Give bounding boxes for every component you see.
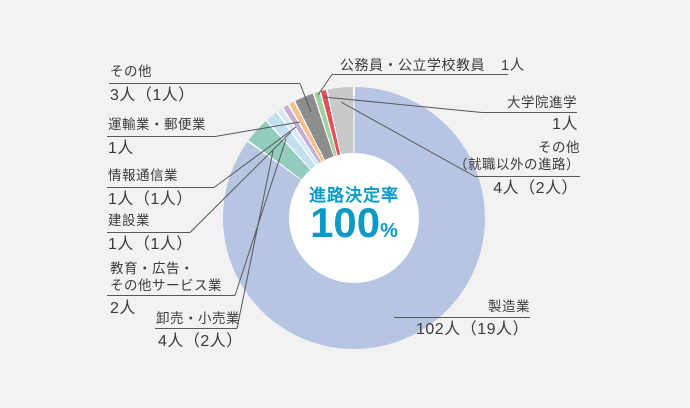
label-construction-name: 建設業 — [108, 213, 150, 228]
label-education-services-name: 教育・広告・ その他サービス業 — [110, 261, 222, 294]
center-value-unit: % — [380, 220, 398, 242]
label-manufacturing-name: 製造業 — [488, 299, 530, 314]
center-value: 100% — [289, 199, 419, 247]
donut-center-hole: 進路決定率 100% — [289, 153, 419, 283]
label-wholesale-retail-name: 卸売・小売業 — [156, 311, 240, 326]
label-information-telecom-name: 情報通信業 — [108, 168, 178, 183]
label-public-servant-count: 1人 — [501, 58, 525, 74]
label-manufacturing-count: 102人（19人） — [416, 321, 529, 338]
label-transport-postal-count: 1人 — [108, 140, 134, 157]
center-label: 進路決定率 — [309, 186, 399, 205]
label-wholesale-retail-count: 4人（2人） — [158, 333, 243, 350]
label-graduate-school-count: 1人 — [552, 116, 578, 133]
label-other-non-employment-name: その他 （就職以外の進路） — [454, 140, 580, 173]
label-education-services-name-line1: 教育・広告・ — [110, 261, 194, 276]
center-value-number: 100 — [310, 199, 381, 246]
label-information-telecom-count: 1人（1人） — [108, 191, 193, 208]
label-graduate-school-name: 大学院進学 — [507, 95, 577, 110]
label-other-non-employment-name-line1: その他 — [538, 140, 580, 155]
label-other-industry-name: その他 — [110, 64, 152, 79]
label-other-industry-count: 3人（1人） — [110, 87, 195, 104]
label-other-non-employment-count: 4人（2人） — [493, 180, 578, 197]
donut-chart: 進路決定率 100% — [223, 87, 485, 349]
label-education-services-name-line2: その他サービス業 — [110, 277, 222, 293]
label-public-servant: 公務員・公立学校教員 1人 — [340, 57, 525, 75]
label-construction-count: 1人（1人） — [108, 236, 193, 253]
label-other-non-employment-name-line2: （就職以外の進路） — [454, 156, 580, 172]
label-education-services-count: 2人 — [110, 300, 136, 317]
label-transport-postal-name: 運輸業・郵便業 — [108, 117, 206, 132]
label-public-servant-name: 公務員・公立学校教員 — [340, 57, 485, 73]
